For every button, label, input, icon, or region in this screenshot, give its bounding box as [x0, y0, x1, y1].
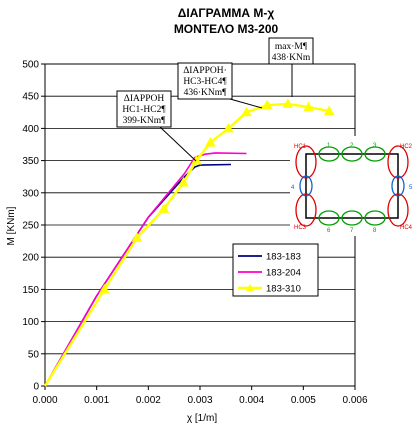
series-line-183-183: [44, 163, 232, 387]
hinge-hc4: [387, 193, 409, 227]
inset-label-8: 8: [373, 228, 377, 234]
x-tick-label: 0.006: [342, 395, 367, 406]
y-tick-label: 300: [22, 188, 39, 199]
hinge-hc1: [295, 145, 317, 179]
annotation-yield-hc3-hc4: ΔΙΑΡΡΟΗ· HC3-HC4¶ 436·KNm¶: [177, 62, 263, 109]
x-tick-label: 0.005: [291, 395, 316, 406]
data-point-183-310: [178, 176, 189, 187]
data-point-183-310: [241, 106, 252, 117]
y-tick-label: 200: [22, 253, 39, 264]
annotation-2-line-3: 436·KNm¶: [184, 88, 228, 98]
data-point-183-310: [303, 101, 314, 112]
y-tick-label: 150: [22, 285, 39, 296]
data-point-183-310: [261, 99, 273, 110]
annotation-max-moment: max·M¶ 438·KNm: [268, 37, 314, 97]
inset-label-1: 1: [327, 143, 331, 149]
legend: 183-183 183-204 183-310: [232, 243, 319, 297]
inset-label-hc3: HC3: [294, 225, 307, 231]
data-point-183-310: [131, 232, 143, 242]
inset-label-3: 3: [373, 143, 377, 149]
series-line-183-204: [44, 152, 247, 387]
y-axis: 0 50 100 150 200 250 300 350 400 450 500: [22, 60, 45, 393]
x-tick-label: 0.000: [32, 395, 57, 406]
data-point-183-310: [282, 98, 294, 108]
annotation-1-line-2: HC1-HC2¶: [122, 105, 166, 115]
data-point-183-310: [323, 105, 335, 116]
y-tick-label: 350: [22, 156, 39, 167]
data-point-183-310: [158, 203, 170, 213]
inset-label-hc2: HC2: [400, 144, 413, 150]
x-axis: 0.000 0.001 0.002 0.003 0.004 0.005 0.006: [32, 386, 368, 406]
inset-label-4: 4: [291, 185, 295, 191]
chart-subtitle: ΜΟΝΤΕΛΟ Μ3-200: [174, 22, 279, 36]
y-tick-label: 500: [22, 60, 39, 71]
legend-label: 183-183: [266, 252, 301, 263]
y-tick-label: 50: [28, 349, 40, 360]
x-tick-label: 0.003: [187, 395, 212, 406]
chart-title: ΔΙΑΓΡΑΜΜΑ Μ-χ: [178, 6, 275, 20]
legend-label: 183-204: [266, 268, 301, 279]
x-tick-label: 0.004: [239, 395, 264, 406]
inset-label-7: 7: [350, 228, 354, 234]
hinge-hc3: [295, 193, 317, 227]
annotation-2-line-1: ΔΙΑΡΡΟΗ·: [183, 66, 227, 76]
hinge-4: [299, 175, 313, 197]
x-axis-label: χ [1/m]: [187, 413, 217, 424]
hinge-1: [318, 146, 340, 162]
y-axis-label: M [KNm]: [6, 206, 17, 245]
y-tick-label: 450: [22, 92, 39, 103]
data-point-183-310: [99, 283, 110, 294]
legend-label: 183-310: [266, 284, 301, 295]
inset-label-hc4: HC4: [400, 225, 413, 231]
y-tick-label: 100: [22, 317, 39, 328]
inset-section-outline: [305, 153, 399, 219]
hinge-hc2: [387, 145, 409, 179]
inset-label-hc1: HC1: [294, 144, 307, 150]
hinge-2: [341, 146, 363, 162]
inset-label-5: 5: [409, 185, 413, 191]
annotation-1-line-3: 399-KNm¶: [123, 116, 167, 126]
cross-section-inset: HC1 HC2 HC3 HC4 1 2 3 4 5 6 7 8: [290, 136, 419, 236]
y-tick-label: 250: [22, 221, 39, 232]
annotation-2-line-2: HC3-HC4¶: [183, 77, 227, 87]
hinge-6: [318, 210, 340, 226]
hinge-7: [341, 210, 363, 226]
hinge-5: [391, 175, 405, 197]
data-point-183-310: [223, 122, 234, 133]
inset-label-6: 6: [327, 228, 331, 234]
legend-marker: [246, 284, 254, 291]
data-point-183-310: [191, 155, 202, 165]
y-tick-label: 400: [22, 124, 39, 135]
annotation-yield-hc1-hc2: ΔΙΑΡΡΟΗ HC1-HC2¶ 399-KNm¶: [116, 90, 197, 162]
inset-label-2: 2: [350, 143, 354, 149]
annotation-1-line-1: ΔΙΑΡΡΟΗ: [124, 94, 165, 104]
x-tick-label: 0.002: [136, 395, 161, 406]
hinge-8: [364, 210, 386, 226]
annotation-3-line-2: 438·KNm: [272, 53, 311, 63]
x-tick-label: 0.001: [84, 395, 109, 406]
annotation-3-line-1: max·M¶: [275, 42, 308, 52]
y-tick-label: 0: [33, 382, 39, 393]
data-point-183-310: [204, 137, 216, 147]
series-lines: [43, 98, 335, 387]
hinge-3: [364, 146, 386, 162]
